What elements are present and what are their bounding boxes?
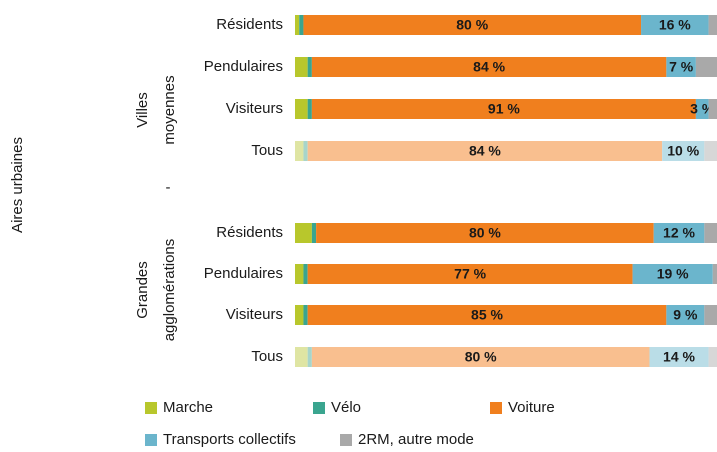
data-label: 80 % — [469, 225, 501, 241]
data-label: 7 % — [669, 59, 694, 75]
bar-segment — [641, 15, 709, 35]
bar-segment — [295, 264, 304, 284]
data-label: 14 % — [663, 349, 695, 365]
category-label: Pendulaires — [204, 265, 283, 282]
legend-label: 2RM, autre mode — [358, 431, 474, 448]
bar-segment — [632, 264, 713, 284]
group-label: Grandes — [134, 261, 151, 319]
legend-label: Transports collectifs — [163, 431, 296, 448]
bar-segment — [295, 141, 304, 161]
legend-swatch — [313, 402, 325, 414]
bar-segment — [311, 57, 667, 77]
bar-segment — [303, 141, 308, 161]
bar-segment — [311, 347, 650, 367]
legend-swatch — [490, 402, 502, 414]
bar-segment — [666, 305, 705, 325]
legend-swatch — [340, 434, 352, 446]
category-label: Résidents — [216, 16, 283, 33]
bar-segment — [649, 347, 709, 367]
legend-label: Vélo — [331, 399, 361, 416]
legend-swatch — [145, 434, 157, 446]
axis-label: Aires urbaines — [9, 137, 26, 233]
bar-segment — [295, 57, 308, 77]
bar-segment — [303, 305, 308, 325]
bar-segment — [307, 141, 663, 161]
data-label: 80 % — [456, 17, 488, 33]
bar-segment — [295, 223, 312, 243]
bar-segment — [311, 99, 696, 119]
bar-segment — [708, 15, 717, 35]
bar-segment — [662, 141, 705, 161]
data-label: 16 % — [659, 17, 691, 33]
bar-segment — [666, 57, 696, 77]
legend-label: Marche — [163, 399, 213, 416]
bar-segment — [653, 223, 705, 243]
bar-segment — [295, 15, 300, 35]
bar-segment — [695, 57, 717, 77]
bar-segment — [295, 347, 308, 367]
category-label: Résidents — [216, 224, 283, 241]
bar-segment — [311, 223, 317, 243]
bar-segment — [303, 15, 642, 35]
data-label: 80 % — [465, 349, 497, 365]
data-label: 84 % — [473, 59, 505, 75]
data-label: 10 % — [667, 143, 699, 159]
category-label: Tous — [251, 142, 283, 159]
bar-segment — [708, 347, 717, 367]
data-label: 12 % — [663, 225, 695, 241]
category-label: Pendulaires — [204, 58, 283, 75]
bar-segment — [307, 264, 633, 284]
bar-segment — [307, 305, 667, 325]
bar-segment — [712, 264, 717, 284]
bar-segment — [303, 264, 308, 284]
data-label: 91 % — [488, 101, 520, 117]
group-label: agglomérations — [161, 239, 178, 342]
separator: - — [166, 179, 171, 196]
category-label: Visiteurs — [226, 100, 283, 117]
group-label: moyennes — [161, 75, 178, 144]
bar-segment — [704, 305, 717, 325]
bar-segment — [299, 15, 304, 35]
bar-segment — [695, 99, 709, 119]
bar-segment — [307, 57, 312, 77]
category-label: Visiteurs — [226, 306, 283, 323]
category-label: Tous — [251, 348, 283, 365]
legend-swatch — [145, 402, 157, 414]
data-label: 85 % — [471, 307, 503, 323]
bar-segment — [295, 99, 308, 119]
bar-segment — [704, 223, 717, 243]
data-label: 77 % — [454, 266, 486, 282]
bar-segment — [307, 99, 312, 119]
group-label: Villes — [134, 92, 151, 128]
data-label: 84 % — [469, 143, 501, 159]
legend-label: Voiture — [508, 399, 555, 416]
data-label: 19 % — [657, 266, 689, 282]
bar-segment — [307, 347, 312, 367]
bar-segment — [295, 305, 304, 325]
bar-segment — [708, 99, 717, 119]
bar-segment — [316, 223, 654, 243]
data-label: 9 % — [673, 307, 698, 323]
bar-segment — [704, 141, 717, 161]
